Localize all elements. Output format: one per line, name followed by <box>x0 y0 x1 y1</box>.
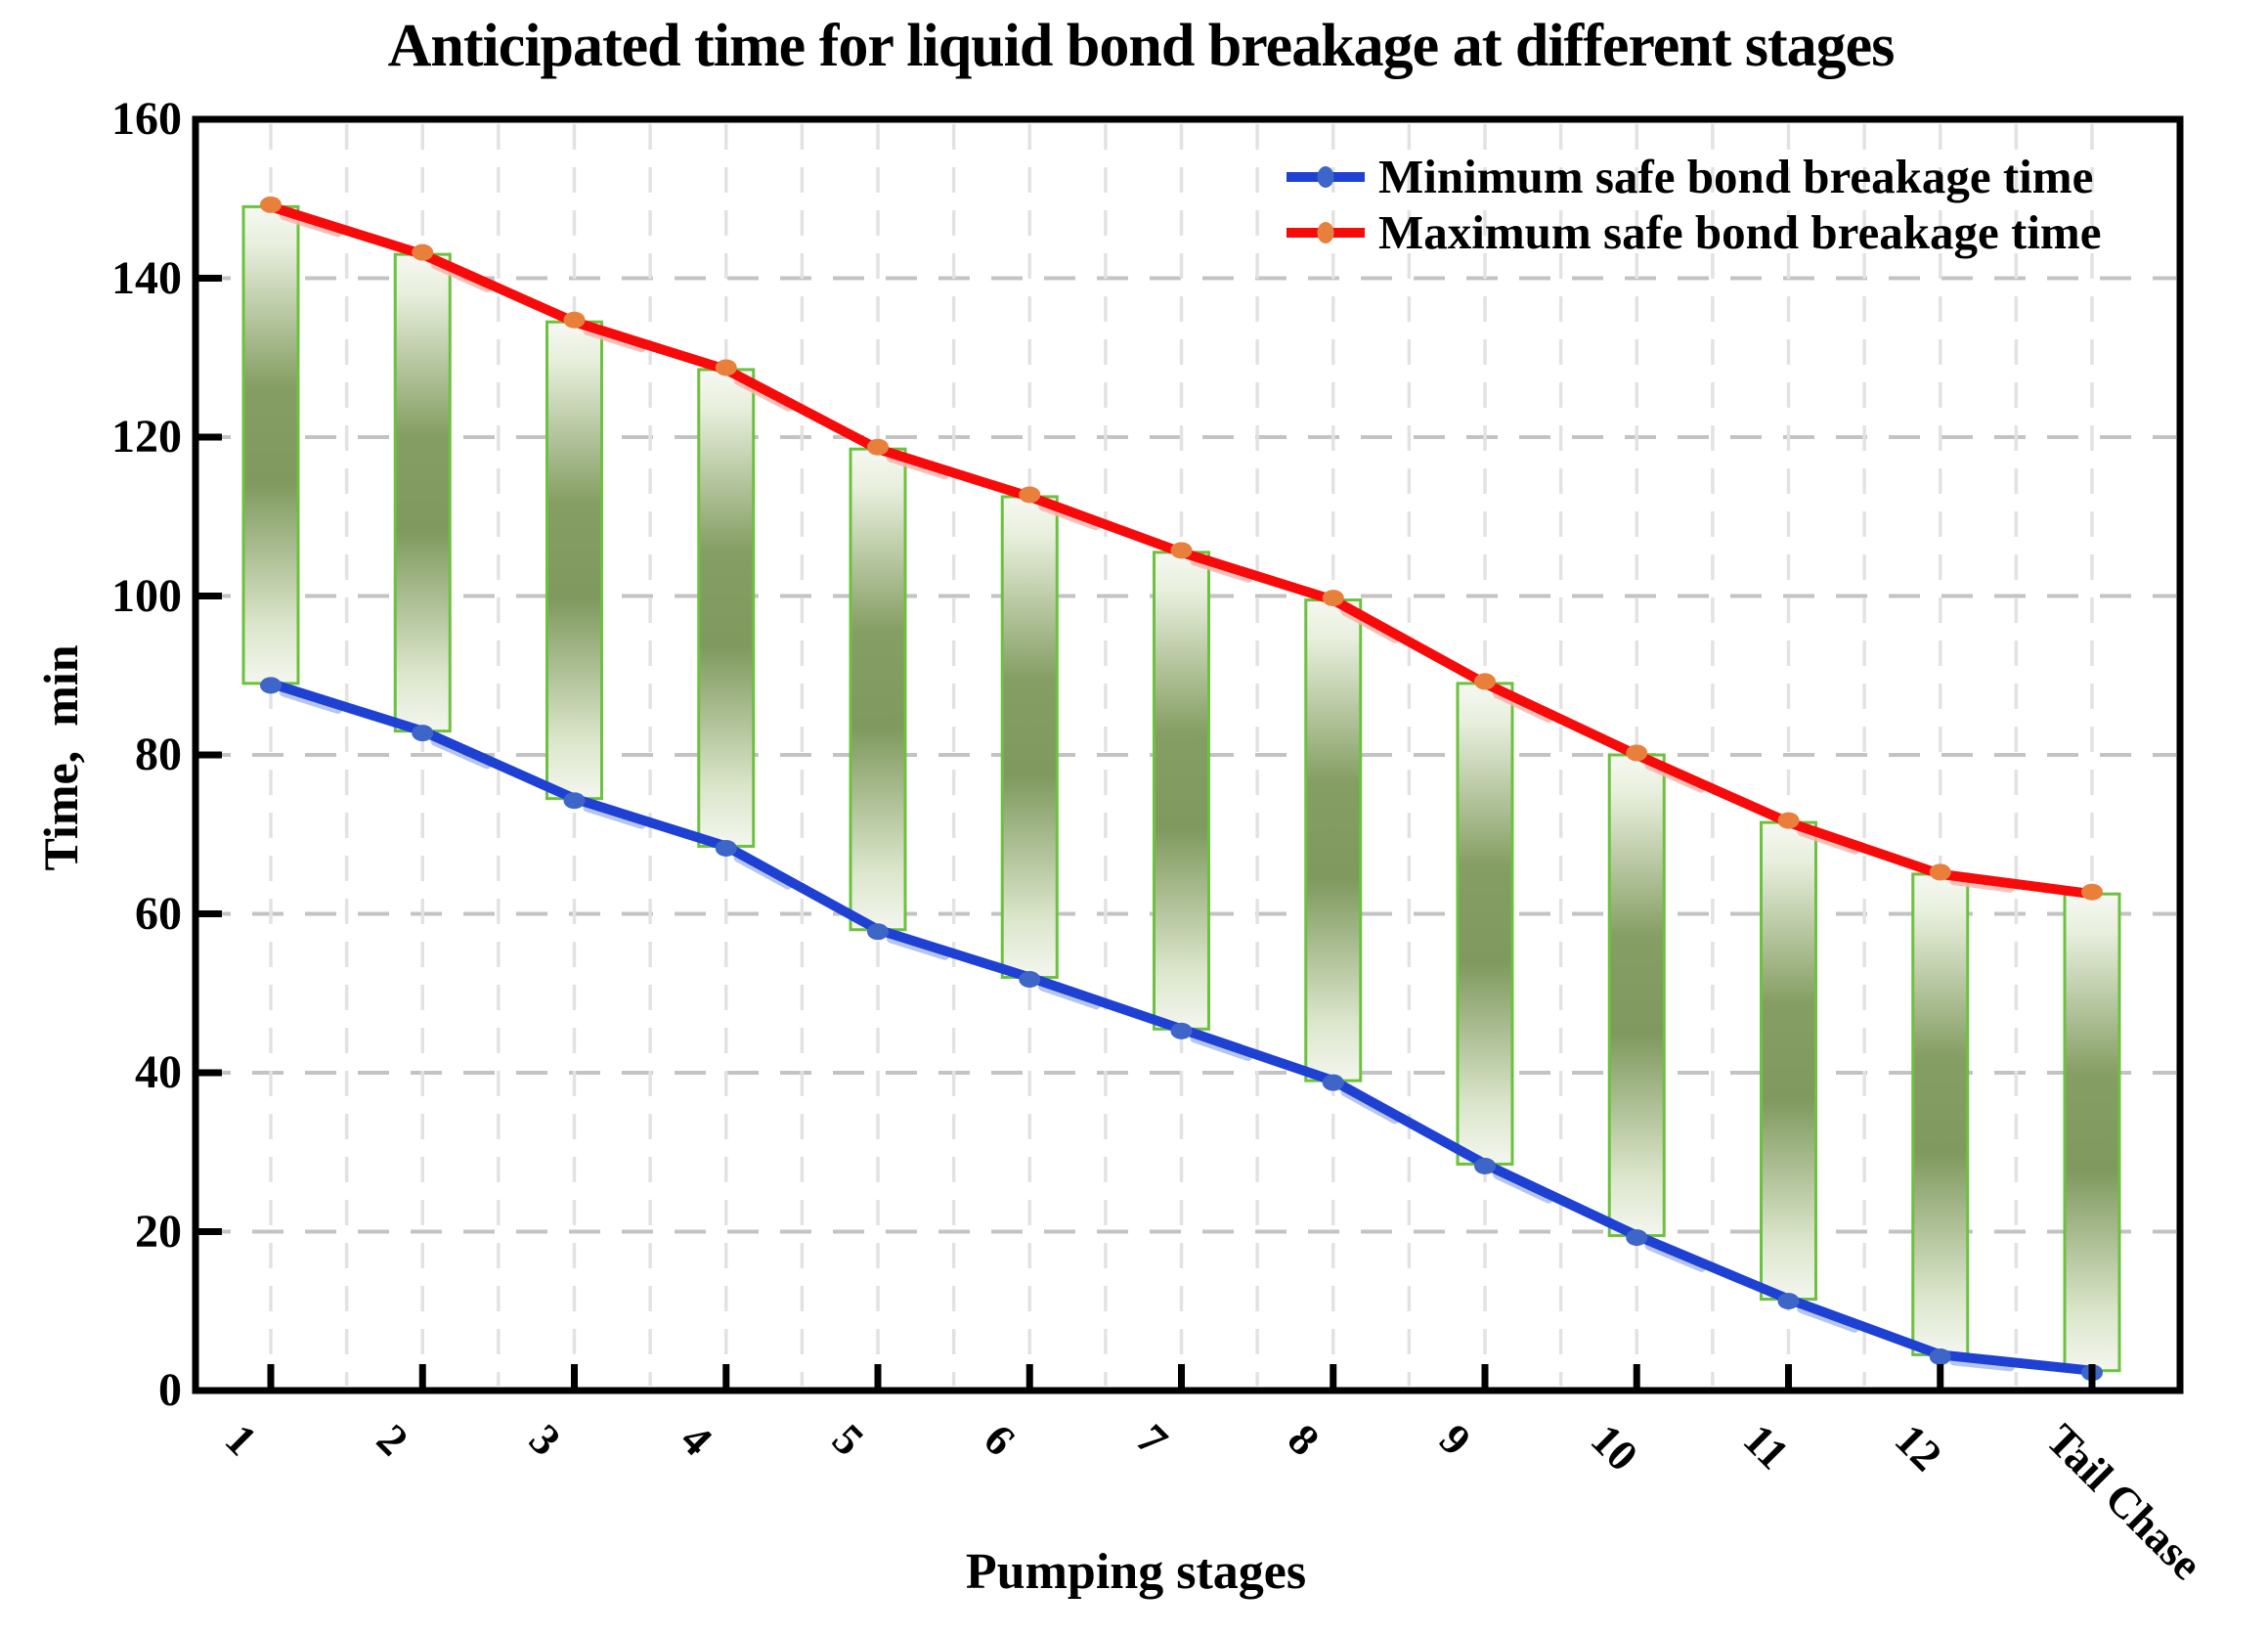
max-series-marker <box>1322 590 1344 607</box>
range-bar <box>1153 551 1210 1031</box>
range-bar <box>849 447 907 932</box>
min-series-marker <box>1019 971 1041 988</box>
max-series-marker <box>2081 883 2103 901</box>
legend-label-min: Minimum safe bond breakage time <box>1378 150 2094 203</box>
max-series-marker <box>1019 486 1041 504</box>
max-series-marker <box>1474 673 1496 690</box>
y-tick-label: 100 <box>111 569 182 622</box>
min-series-marker <box>715 839 737 857</box>
legend: Minimum safe bond breakage time Maximum … <box>1287 149 2102 260</box>
y-tick-label: 40 <box>135 1046 182 1098</box>
range-bar <box>2063 892 2121 1373</box>
legend-item-max: Maximum safe bond breakage time <box>1287 204 2102 260</box>
range-bar <box>697 368 756 848</box>
x-axis-title: Pumping stages <box>965 1544 1307 1600</box>
y-tick-label: 20 <box>135 1205 182 1258</box>
max-series-marker <box>1777 812 1800 829</box>
range-bar <box>545 320 603 801</box>
y-tick-label: 120 <box>111 411 182 463</box>
max-series-marker <box>1626 744 1648 762</box>
max-series-marker <box>563 311 586 329</box>
range-bar <box>1000 495 1059 979</box>
max-series-marker <box>412 243 434 261</box>
range-bar <box>1456 682 1514 1166</box>
y-tick-label: 0 <box>158 1364 182 1416</box>
min-series-marker <box>1626 1229 1648 1247</box>
min-series-marker <box>1322 1074 1344 1091</box>
plot-border <box>192 115 2184 1394</box>
range-bar <box>1911 872 1970 1356</box>
min-series-marker <box>563 792 586 810</box>
y-tick-label: 60 <box>135 887 182 940</box>
y-tick-label: 160 <box>111 93 182 145</box>
legend-max-line-icon <box>1287 221 1365 243</box>
legend-item-min: Minimum safe bond breakage time <box>1287 149 2102 204</box>
legend-min-line-icon <box>1287 165 1365 188</box>
range-bar <box>1607 753 1666 1238</box>
legend-label-max: Maximum safe bond breakage time <box>1378 205 2102 259</box>
max-series-marker <box>867 438 889 456</box>
y-tick-label: 80 <box>135 729 182 780</box>
y-tick-label: 140 <box>111 251 182 304</box>
max-series-marker <box>715 359 737 376</box>
min-series-marker <box>1929 1348 1951 1365</box>
min-series-marker <box>1170 1022 1193 1039</box>
range-bar <box>1304 598 1363 1083</box>
chart-title: Anticipated time for liquid bond breakag… <box>387 13 1896 79</box>
range-bar <box>1760 820 1817 1302</box>
max-series-marker <box>1170 542 1193 559</box>
min-series-marker <box>260 677 282 694</box>
max-series-marker <box>1929 863 1951 881</box>
min-series-marker <box>1474 1157 1496 1174</box>
min-series-marker <box>867 923 889 941</box>
range-bar <box>393 252 452 733</box>
max-series-marker <box>260 196 282 213</box>
range-bar <box>241 204 300 685</box>
min-series-marker <box>1777 1293 1800 1310</box>
min-series-marker <box>412 725 434 742</box>
